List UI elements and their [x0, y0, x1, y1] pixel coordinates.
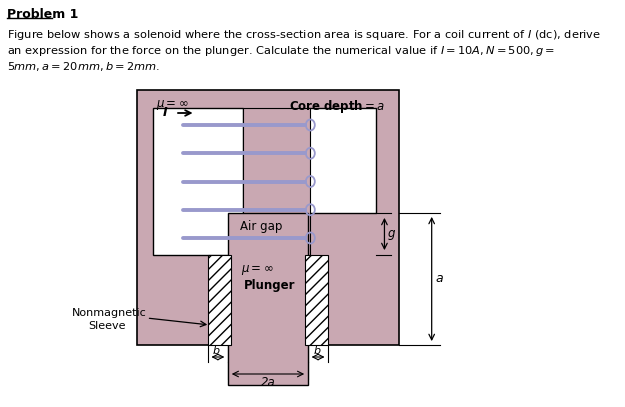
Text: Figure below shows a solenoid where the cross-section area is square. For a coil: Figure below shows a solenoid where the …	[6, 28, 601, 42]
Text: I: I	[163, 107, 168, 120]
Text: b: b	[213, 346, 220, 356]
Text: 2a: 2a	[261, 376, 276, 389]
Text: $5mm, a = 20mm, b = 2mm$.: $5mm, a = 20mm, b = 2mm$.	[6, 60, 159, 73]
Text: g: g	[388, 228, 395, 241]
Text: an expression for the force on the plunger. Calculate the numerical value if $I : an expression for the force on the plung…	[6, 44, 555, 58]
Bar	[208, 255, 231, 345]
Text: Plunger: Plunger	[244, 279, 296, 292]
Bar	[308, 108, 376, 213]
Bar	[228, 213, 308, 385]
Bar	[242, 108, 309, 255]
Bar	[153, 108, 242, 255]
Text: $\mu=\infty$: $\mu=\infty$	[156, 98, 189, 112]
Bar	[137, 90, 399, 345]
Text: Sleeve: Sleeve	[88, 321, 126, 331]
Text: $\mu=\infty$: $\mu=\infty$	[241, 263, 274, 277]
Bar	[306, 255, 328, 345]
Text: Core depth$=a$: Core depth$=a$	[289, 98, 386, 115]
Text: b: b	[314, 346, 321, 356]
Text: Problem 1: Problem 1	[6, 8, 78, 21]
Text: a: a	[436, 273, 443, 285]
Text: Nonmagnetic: Nonmagnetic	[72, 308, 146, 318]
Text: Air gap: Air gap	[240, 220, 282, 233]
